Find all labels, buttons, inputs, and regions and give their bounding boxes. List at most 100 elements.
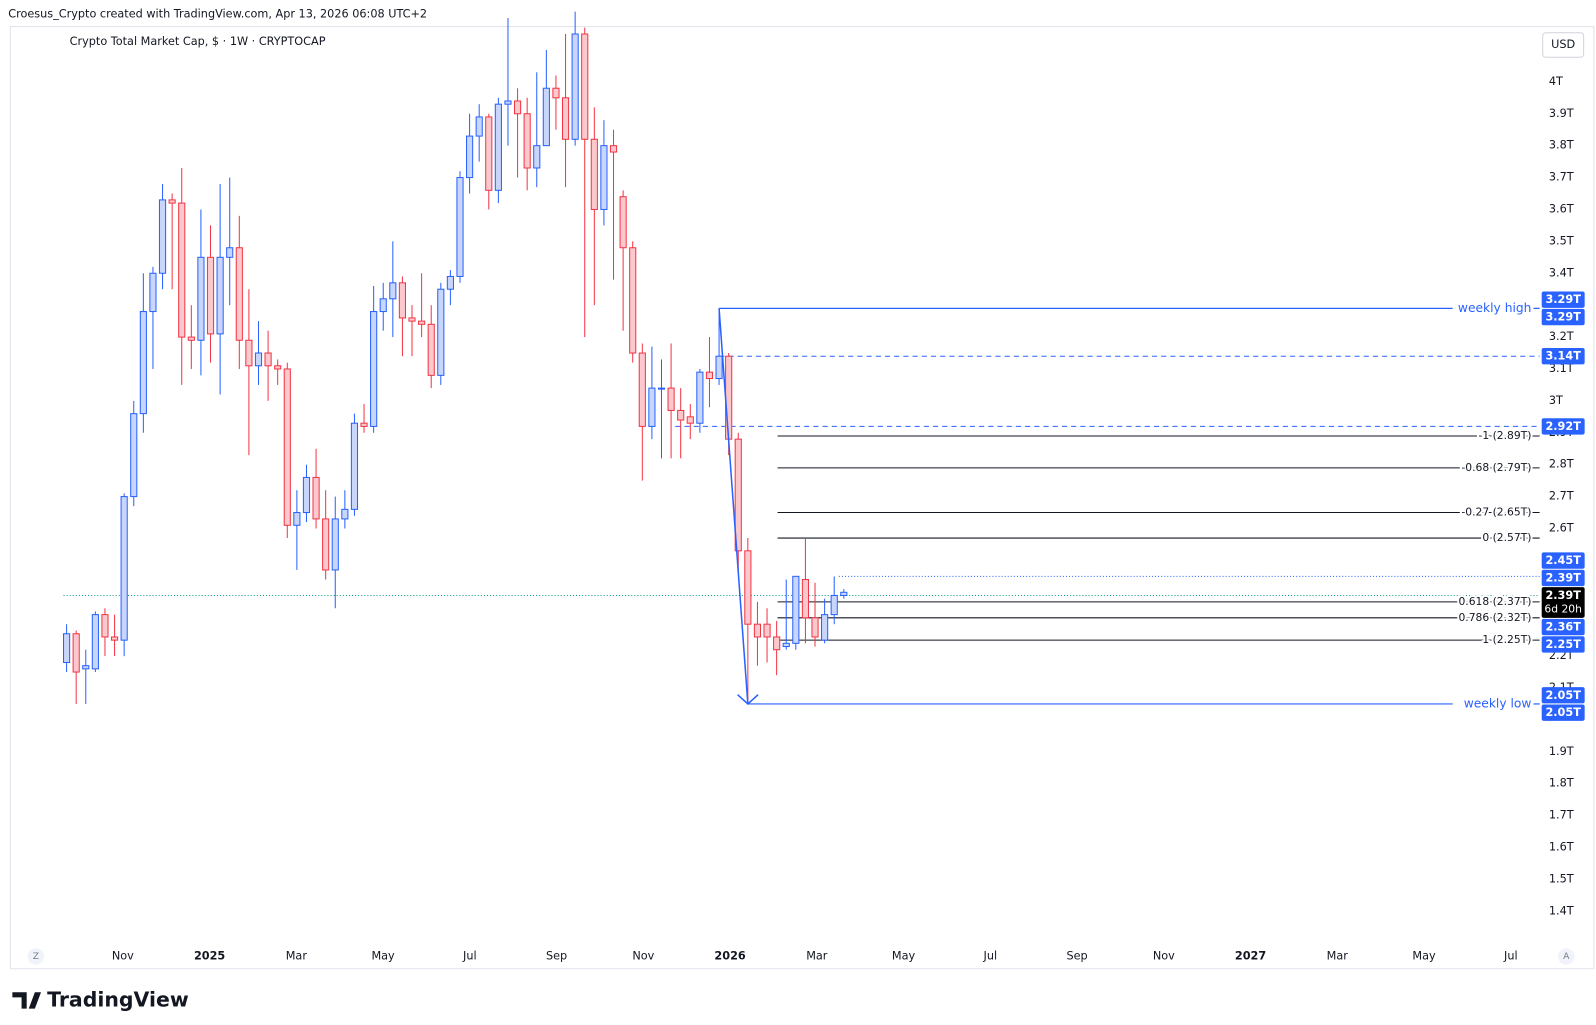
candle-body (370, 311, 378, 427)
y-tick-label: 1.6T (1549, 841, 1574, 854)
candle-body (130, 413, 138, 498)
candle-body (408, 317, 416, 322)
price-badge-label: 3.14T (1545, 350, 1581, 363)
price-badge-label: 2.92T (1545, 420, 1581, 433)
y-tick-label: 1.9T (1549, 745, 1574, 758)
candle-body (782, 642, 790, 648)
price-badge (1541, 636, 1585, 653)
candle-body (475, 116, 483, 137)
auto-label[interactable]: A (1563, 951, 1570, 962)
y-tick-label: 1.4T (1549, 904, 1574, 917)
fib-label: 0.786 (2.32T) (1458, 611, 1531, 624)
candle-body (600, 145, 608, 210)
fib-label: 1 (2.25T) (1482, 633, 1531, 646)
logo: TradingView (12, 987, 189, 1011)
candle-body (821, 614, 829, 641)
x-tick-label: 2025 (194, 949, 225, 962)
candle-body (283, 368, 291, 526)
candle-body (139, 311, 147, 415)
candle-body (773, 636, 781, 651)
candle-body (840, 591, 848, 596)
x-tick-label: Jul (1503, 949, 1518, 962)
candle-body (686, 416, 694, 424)
candle-body (696, 371, 704, 424)
candle-body (725, 355, 733, 440)
candle-body (302, 476, 311, 514)
candle-body (110, 636, 119, 641)
y-tick-label: 3.5T (1549, 234, 1574, 247)
x-tick-label: May (1412, 949, 1436, 962)
candle-body (254, 352, 263, 367)
x-tick-label: Jul (462, 949, 477, 962)
price-badge (1541, 704, 1585, 721)
candle-body (485, 116, 493, 191)
candle-body (418, 320, 426, 325)
candle-body (542, 87, 550, 147)
currency-button[interactable] (1542, 32, 1585, 58)
logo-text: TradingView (47, 987, 189, 1011)
x-tick-label: Nov (632, 949, 654, 962)
x-tick-label: Mar (806, 949, 828, 962)
x-tick-label: Mar (286, 949, 308, 962)
candle-body (350, 422, 359, 510)
price-badge-label: 2.39T (1545, 589, 1581, 602)
level-label: weekly low (1464, 696, 1532, 710)
candle-body (792, 575, 800, 644)
price-badge-label: 3.29T (1545, 311, 1581, 324)
candle-body (715, 355, 723, 380)
arrow-shaft (718, 308, 749, 705)
candle-body (638, 352, 646, 427)
candle-body (734, 438, 742, 552)
candle-body (571, 33, 579, 140)
candle-body (331, 518, 339, 571)
fib-label: 0.618 (2.37T) (1458, 595, 1531, 608)
logo-mark (12, 992, 42, 1009)
candle-body (513, 100, 522, 115)
candle-body (744, 550, 752, 625)
chart-frame (9, 26, 1595, 970)
zoom-label[interactable]: Z (33, 951, 39, 962)
candle-body (494, 103, 502, 191)
price-badge-label: 2.39T (1545, 571, 1581, 584)
candle-body (293, 512, 301, 526)
candle-body (677, 409, 685, 421)
zoom-button[interactable] (27, 948, 45, 965)
candle-body (619, 196, 627, 249)
candle-body (197, 256, 205, 341)
y-tick-label: 3.1T (1549, 362, 1574, 375)
candle-body (264, 352, 272, 367)
candle-body (120, 496, 128, 641)
price-badge-label: 3.29T (1545, 293, 1581, 306)
currency[interactable]: USD (1551, 38, 1575, 51)
candle-body (178, 202, 186, 338)
candle-body (667, 387, 675, 411)
candle-body (561, 97, 570, 140)
x-tick-label: Sep (1066, 949, 1087, 962)
candle-body (168, 199, 176, 204)
candle-body (504, 100, 512, 105)
candle-body (398, 282, 407, 319)
price-badge (1541, 569, 1585, 587)
auto-button[interactable] (1558, 948, 1575, 965)
candle-body (226, 247, 234, 258)
price-badge-label: 2.25T (1545, 638, 1581, 651)
candle-body (206, 256, 215, 335)
price-badge (1541, 618, 1585, 636)
candle-body (763, 623, 771, 638)
candle-body (811, 617, 819, 638)
candle-body (312, 476, 320, 520)
candle-body (187, 336, 195, 341)
candle-body (533, 145, 541, 169)
y-tick-label: 3.9T (1549, 107, 1574, 120)
price-badge-label: 2.05T (1545, 689, 1581, 702)
candle-body (341, 508, 349, 520)
candle-body (274, 365, 282, 370)
x-tick-label: Nov (1153, 949, 1175, 962)
candle-body (322, 518, 330, 571)
candle-body (456, 177, 464, 277)
credit: Croesus_Crypto created with TradingView.… (8, 7, 427, 20)
y-tick-label: 3.8T (1549, 139, 1574, 152)
candle-body (590, 138, 598, 210)
candle-body (437, 288, 445, 376)
